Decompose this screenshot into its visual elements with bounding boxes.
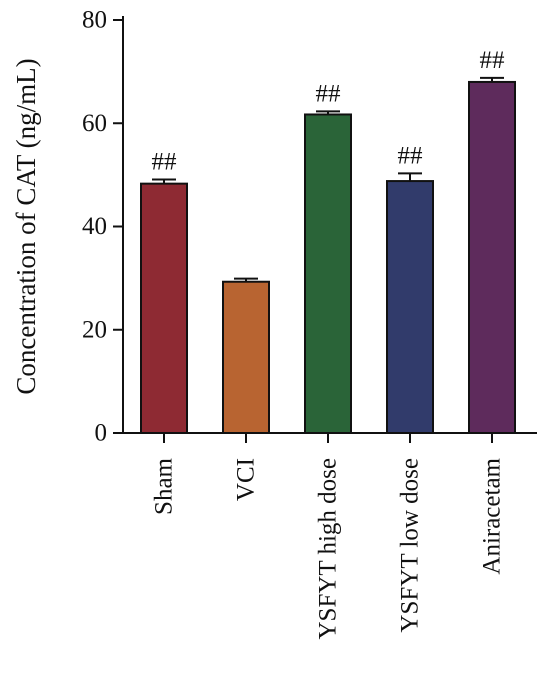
category-label: YSFYT low dose bbox=[397, 458, 424, 633]
category-label: Aniracetam bbox=[479, 457, 506, 574]
bar bbox=[386, 180, 434, 434]
category-label: Sham bbox=[151, 457, 178, 515]
labels-layer: ## Sham VCI ## YSFYT high dose ## YSFYT low do… bbox=[11, 7, 506, 640]
bars-layer bbox=[140, 76, 516, 434]
bar bbox=[140, 182, 188, 434]
significance-annotation: ## bbox=[398, 142, 424, 169]
bar bbox=[304, 113, 352, 434]
significance-annotation: ## bbox=[316, 80, 342, 107]
y-tick-label: 20 bbox=[82, 316, 107, 343]
bar bbox=[222, 280, 270, 434]
y-tick-label: 60 bbox=[82, 110, 107, 137]
y-tick-label: 80 bbox=[82, 7, 107, 34]
category-label: YSFYT high dose bbox=[315, 458, 342, 640]
axes-layer bbox=[113, 16, 537, 443]
y-tick-label: 40 bbox=[82, 213, 107, 240]
significance-annotation: ## bbox=[480, 47, 506, 74]
bar bbox=[468, 80, 516, 434]
category-label: VCI bbox=[233, 458, 260, 501]
y-axis-title: Concentration of CAT (ng/mL) bbox=[11, 58, 41, 394]
significance-annotation: ## bbox=[152, 149, 178, 176]
y-tick-label: 0 bbox=[95, 420, 108, 447]
